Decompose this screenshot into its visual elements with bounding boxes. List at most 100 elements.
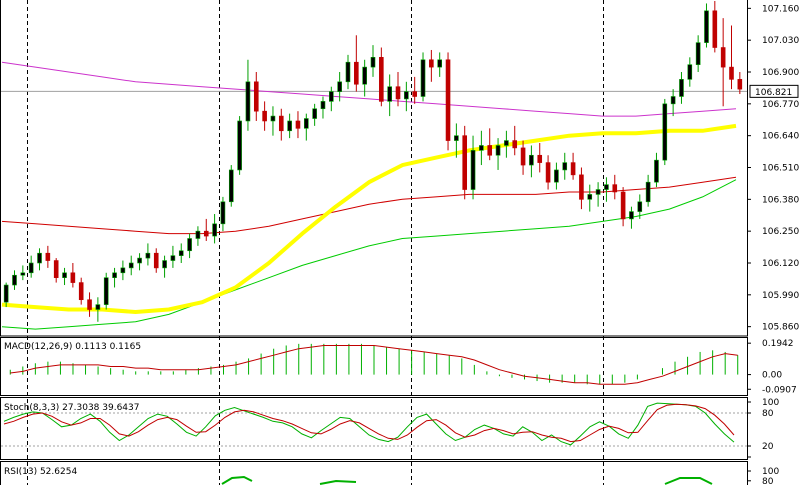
candle-bear	[537, 154, 543, 163]
ma-yellow-line	[1, 123, 737, 314]
candle-bull	[28, 262, 34, 274]
candle-bull	[345, 61, 351, 83]
candle-bull	[687, 64, 693, 80]
candle-bull	[187, 238, 192, 252]
candle-bull	[112, 272, 117, 278]
candle-bull	[337, 81, 342, 92]
candle-bull	[679, 79, 684, 97]
candle-bull	[3, 284, 9, 303]
price-tick-label: 106.250	[762, 227, 799, 237]
macd-tick-label: 0.1942	[762, 339, 794, 349]
candle-bull	[454, 135, 459, 141]
macd-panel: MACD(12,26,9) 0.1113 0.1165	[4, 342, 739, 385]
candle-bull	[145, 252, 151, 259]
current-price-tag: 106.821	[749, 84, 799, 98]
macd-label: MACD(12,26,9) 0.1113 0.1165	[4, 342, 141, 352]
candle-bull	[604, 184, 609, 190]
candle-bear	[53, 260, 59, 278]
candle-bull	[103, 277, 109, 305]
stoch-label: Stoch(8,3,3) 27.3038 39.6437	[4, 403, 139, 413]
candle-bear	[379, 57, 384, 102]
candle-bear	[295, 120, 301, 129]
price-tick-label: 105.990	[762, 291, 799, 301]
price-axis: 107.160 107.030 106.900 106.770 106.640 106.5…	[747, 4, 799, 333]
ma-green-line	[1, 179, 737, 330]
candle-bull	[370, 57, 376, 68]
candle-bull	[662, 103, 668, 161]
stoch-signal-line	[3, 403, 735, 443]
candle-bull	[587, 194, 593, 200]
candle-bear	[70, 272, 76, 283]
candle-bear	[445, 59, 451, 141]
macd-signal-line	[10, 345, 738, 385]
candle-bull	[212, 223, 217, 237]
candle-bear	[620, 191, 626, 220]
candle-bear	[487, 145, 493, 156]
price-panel	[1, 1, 747, 330]
price-tick-label: 106.640	[762, 132, 799, 142]
candle-bull	[529, 154, 534, 166]
candle-bear	[203, 230, 209, 237]
candle-bear	[87, 299, 92, 310]
candle-bear	[512, 140, 518, 149]
candle-bull	[170, 255, 176, 261]
ma-magenta-line	[1, 61, 737, 117]
candle-bear	[262, 110, 267, 122]
candle-bull	[312, 108, 317, 119]
macd-histogram	[9, 343, 739, 385]
candle-bear	[429, 59, 434, 68]
candle-bull	[654, 159, 659, 183]
candle-bear	[45, 252, 51, 261]
candles	[3, 1, 743, 322]
rsi-panel: RSI(13) 52.6254	[4, 467, 713, 485]
period-separators	[27, 0, 604, 485]
candle-bear	[412, 91, 417, 97]
candle-bull	[12, 274, 17, 286]
candle-bull	[479, 145, 484, 151]
rsi-line	[319, 479, 357, 485]
candle-bear	[712, 10, 718, 48]
candle-bull	[304, 118, 309, 129]
price-tick-label: 106.510	[762, 164, 799, 174]
candle-bear	[395, 86, 401, 100]
candle-bull	[62, 272, 67, 278]
stoch-tick-label: 100	[762, 398, 779, 408]
candle-bull	[237, 120, 242, 171]
candle-bull	[320, 101, 326, 110]
price-tick-label: 106.380	[762, 195, 799, 205]
candle-bear	[570, 162, 576, 176]
macd-tick-label: 0.00	[762, 371, 782, 381]
stoch-tick-label: 20	[762, 442, 774, 452]
candle-bull	[629, 211, 634, 220]
price-tick-label: 107.030	[762, 36, 799, 46]
current-price-box	[749, 84, 799, 98]
rsi-line	[221, 475, 253, 485]
candle-bear	[253, 81, 259, 112]
rsi-tick-label: 100	[762, 467, 779, 477]
candle-bull	[95, 304, 101, 310]
candle-bull	[562, 162, 568, 171]
candle-bull	[504, 140, 509, 146]
candle-bear	[579, 174, 584, 200]
price-tick-label: 106.120	[762, 259, 799, 269]
candle-bull	[595, 189, 601, 195]
stoch-tick-label: 80	[762, 409, 774, 419]
candle-bull	[329, 91, 334, 102]
candle-bull	[495, 145, 501, 156]
stoch-main-line	[3, 402, 735, 446]
candle-bear	[354, 61, 359, 85]
candle-bear	[78, 282, 84, 301]
rsi-tick-label: 80	[762, 477, 774, 485]
candle-bear	[729, 66, 734, 80]
stochastic-panel: Stoch(8,3,3) 27.3038 39.6437	[1, 402, 747, 447]
rsi-label: RSI(13) 52.6254	[4, 467, 77, 477]
candle-bull	[704, 10, 709, 43]
candle-bull	[120, 267, 126, 274]
macd-axis: 0.1942 0.00 -0.0907	[747, 339, 797, 395]
candle-bull	[220, 201, 226, 225]
candle-bull	[437, 59, 442, 68]
candle-bear	[278, 115, 284, 132]
